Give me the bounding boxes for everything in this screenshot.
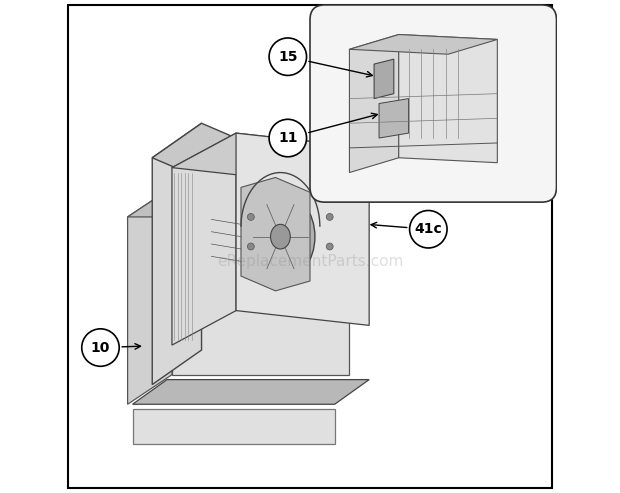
Polygon shape <box>399 35 497 163</box>
Polygon shape <box>133 409 335 444</box>
Polygon shape <box>350 35 399 173</box>
Polygon shape <box>374 59 394 99</box>
Circle shape <box>326 243 333 250</box>
Polygon shape <box>133 380 369 404</box>
Polygon shape <box>236 133 369 325</box>
Circle shape <box>410 211 447 248</box>
Text: 41c: 41c <box>414 222 442 236</box>
Polygon shape <box>153 123 236 173</box>
Circle shape <box>269 119 306 157</box>
Ellipse shape <box>246 192 315 281</box>
Circle shape <box>326 213 333 220</box>
Circle shape <box>82 329 119 366</box>
Ellipse shape <box>270 224 290 249</box>
Polygon shape <box>241 177 310 291</box>
Circle shape <box>269 38 306 75</box>
FancyBboxPatch shape <box>310 5 557 202</box>
Text: 15: 15 <box>278 50 298 64</box>
Polygon shape <box>153 123 202 385</box>
Circle shape <box>247 213 254 220</box>
Circle shape <box>247 243 254 250</box>
Polygon shape <box>172 187 350 375</box>
Polygon shape <box>350 35 497 54</box>
Text: 11: 11 <box>278 131 298 145</box>
Polygon shape <box>172 133 369 182</box>
Polygon shape <box>128 187 350 217</box>
Polygon shape <box>172 133 236 345</box>
Polygon shape <box>379 99 409 138</box>
Text: eReplacementParts.com: eReplacementParts.com <box>217 254 403 269</box>
Text: 10: 10 <box>91 341 110 354</box>
Polygon shape <box>128 187 172 404</box>
